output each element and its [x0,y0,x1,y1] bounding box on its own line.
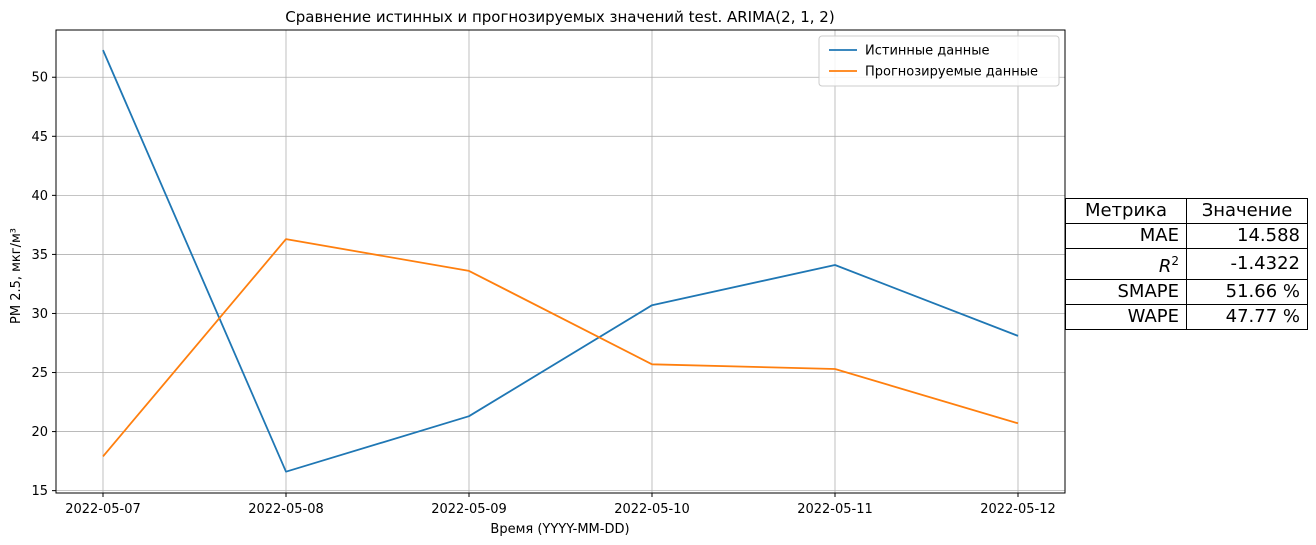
metric-value: 14.588 [1186,223,1308,249]
metric-name: WAPE [1065,304,1187,330]
x-tick-label: 2022-05-10 [614,502,690,517]
metrics-header-value: Значение [1186,198,1308,224]
metrics-row-wape: WAPE 47.77 % [1065,304,1308,330]
metric-name: SMAPE [1065,279,1187,305]
series-line-2 [102,238,1019,457]
metrics-table: Метрика Значение MAE 14.588 R2 -1.4322 S… [1065,198,1308,330]
axes-frame [55,29,1066,494]
metric-value: 51.66 % [1186,279,1308,305]
y-tick-label: 45 [31,130,48,145]
x-tick-label: 2022-05-07 [65,502,141,517]
metric-name: MAE [1065,223,1187,249]
metrics-header-metric: Метрика [1065,198,1187,224]
metric-name-r2: R2 [1158,254,1179,277]
series-lines [102,49,1019,473]
chart-title: Сравнение истинных и прогнозируемых знач… [285,8,834,26]
y-axis-label: PM 2.5, мкг/м³ [9,228,24,324]
metric-value: 47.77 % [1186,304,1308,330]
metrics-row-mae: MAE 14.588 [1065,223,1308,249]
superscript: 2 [1171,254,1179,268]
legend: Истинные данные Прогнозируемые данные [818,35,1060,87]
x-tick-label: 2022-05-08 [248,502,324,517]
metric-value: -1.4322 [1186,248,1308,280]
series-line-1 [102,49,1019,473]
y-tick-label: 30 [31,307,48,322]
legend-box [818,35,1060,87]
metrics-header-row: Метрика Значение [1065,198,1308,224]
y-tick-label: 20 [31,425,48,440]
x-ticks: 2022-05-07 2022-05-08 2022-05-09 2022-05-10… [65,493,1056,517]
metric-name: R2 [1065,248,1187,280]
y-tick-label: 15 [31,484,48,499]
metrics-row-r2: R2 -1.4322 [1065,248,1308,280]
y-tick-label: 25 [31,366,48,381]
x-tick-label: 2022-05-11 [797,502,873,517]
y-tick-label: 40 [31,189,48,204]
y-tick-label: 50 [31,71,48,86]
x-tick-label: 2022-05-12 [980,502,1056,517]
legend-label: Прогнозируемые данные [865,65,1038,80]
x-tick-label: 2022-05-09 [431,502,507,517]
grid [56,30,1065,493]
metrics-row-smape: SMAPE 51.66 % [1065,279,1308,305]
legend-label: Истинные данные [865,44,990,59]
y-ticks: 15 20 25 30 35 40 45 50 [31,71,56,499]
y-tick-label: 35 [31,248,48,263]
x-axis-label: Время (YYYY-MM-DD) [490,522,629,537]
